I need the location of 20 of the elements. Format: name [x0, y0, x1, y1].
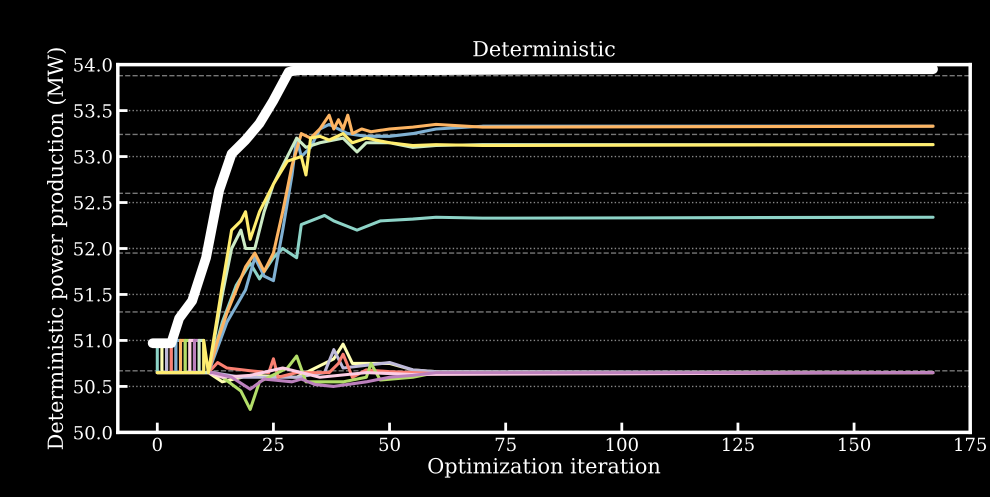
y-tick-label: 51.5: [74, 288, 112, 302]
x-tick-label: 175: [955, 438, 986, 452]
x-tick-label: 0: [152, 438, 162, 452]
x-tick-label: 125: [722, 438, 754, 452]
y-tick-label: 50.0: [74, 426, 112, 440]
x-tick-label: 25: [263, 438, 284, 452]
y-tick-label: 53.5: [74, 104, 112, 118]
x-tick-label: 100: [606, 438, 638, 452]
y-tick-label: 50.5: [74, 380, 112, 394]
y-tick-label: 52.0: [74, 242, 112, 256]
y-tick-label: 51.0: [74, 334, 112, 348]
x-tick-label: 75: [496, 438, 516, 452]
y-tick-label: 54.0: [74, 58, 112, 72]
y-axis-title: Deterministic power production (MW): [47, 48, 68, 450]
x-axis-title: Optimization iteration: [428, 458, 660, 478]
x-tick-label: 50: [380, 438, 400, 452]
x-tick-label: 150: [839, 438, 870, 452]
chart-title: Deterministic: [473, 40, 615, 57]
y-tick-label: 52.5: [74, 196, 112, 210]
y-tick-label: 53.0: [74, 150, 112, 164]
